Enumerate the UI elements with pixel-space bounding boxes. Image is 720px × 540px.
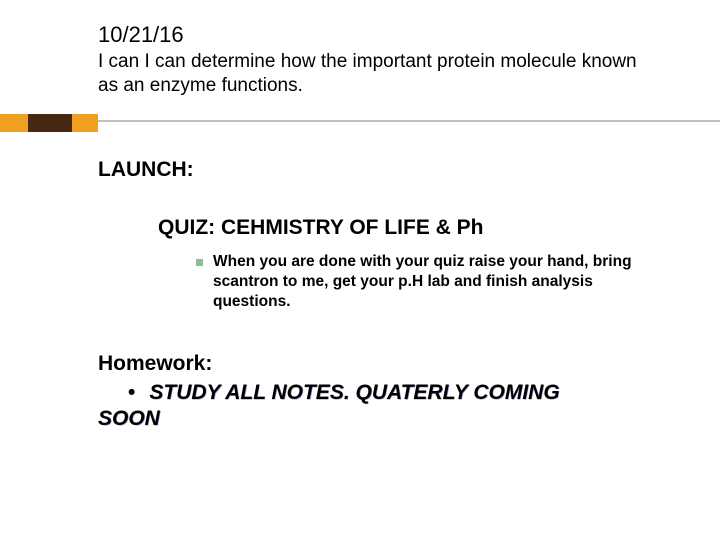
title-subtext: I can I can determine how the important … [98,50,658,96]
quiz-heading: QUIZ: CEHMISTRY OF LIFE & Ph [98,216,658,240]
purple-block [28,114,72,132]
grey-rule [0,120,720,122]
square-bullet-icon [196,259,203,266]
content-area: LAUNCH: QUIZ: CEHMISTRY OF LIFE & Ph Whe… [98,158,658,431]
quiz-instruction-item: When you are done with your quiz raise y… [98,252,658,312]
homework-item: • STUDY ALL NOTES. QUATERLY COMING [98,380,658,406]
homework-text-line1: STUDY ALL NOTES. QUATERLY COMING [149,380,559,406]
color-blocks [0,114,98,132]
disc-bullet-icon: • [128,380,135,405]
launch-label: LAUNCH: [98,158,658,182]
homework-label: Homework: [98,352,658,376]
slide: 10/21/16 I can I can determine how the i… [0,0,720,540]
title-date: 10/21/16 [98,22,658,48]
homework-text-line2: SOON [98,407,658,431]
quiz-instruction-text: When you are done with your quiz raise y… [213,252,658,312]
title-block: 10/21/16 I can I can determine how the i… [98,22,658,97]
